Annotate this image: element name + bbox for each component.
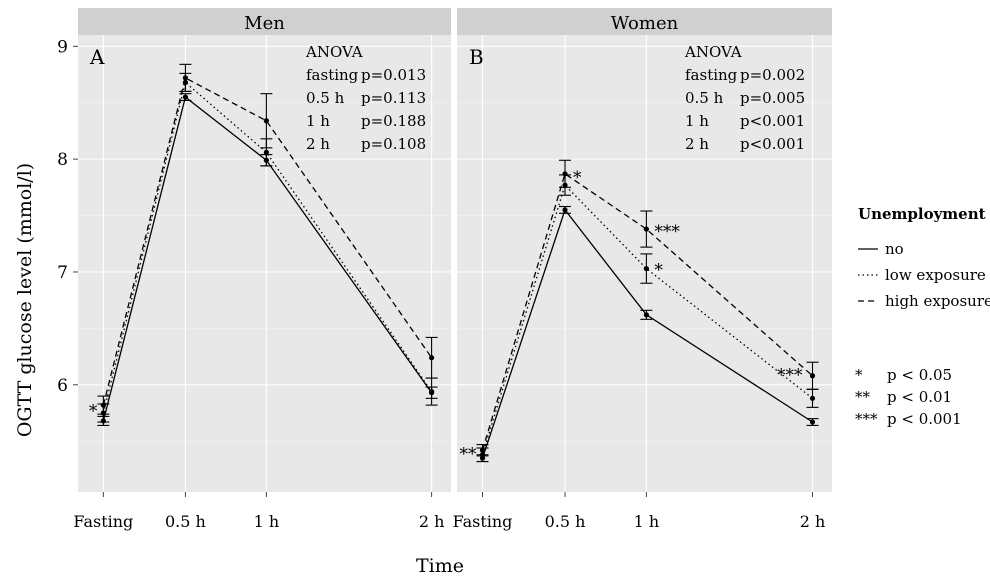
series-line-no (481, 208, 813, 459)
series-line-high-exposure (102, 76, 433, 406)
data-point (809, 373, 816, 379)
legend-title: Unemployment (858, 205, 986, 223)
x-tick-label: Fasting (73, 512, 133, 531)
legend-label: high exposure (885, 292, 990, 310)
y-tick-label: 7 (57, 263, 68, 283)
x-tick-label: 2 h (800, 512, 826, 531)
significance-marker: * (89, 402, 98, 422)
x-axis-title: Time (416, 555, 464, 577)
data-point (100, 402, 106, 408)
anova-row-value: p<0.001 (740, 112, 805, 130)
panel-letter: B (469, 45, 484, 69)
anova-row-label: 0.5 h (685, 89, 724, 107)
significance-symbol: * (855, 366, 863, 384)
x-tick-label: 1 h (254, 512, 280, 531)
x-tick-label: 2 h (419, 512, 445, 531)
x-tick-label: 0.5 h (165, 512, 206, 531)
anova-row-value: p=0.113 (361, 89, 426, 107)
x-axes: Fasting 0.5 h 1 h 2 h Fasting 0.5 h 1 h 2 h (73, 492, 825, 531)
y-tick-label: 8 (57, 150, 68, 170)
panel-background (457, 35, 832, 492)
x-tick-label: Fasting (453, 512, 513, 531)
significance-marker: *** (654, 222, 680, 242)
anova-row-label: 0.5 h (306, 89, 345, 107)
anova-title: ANOVA (305, 43, 363, 61)
data-point (263, 118, 269, 124)
significance-text: p < 0.05 (887, 366, 952, 384)
significance-legend: * p < 0.05 ** p < 0.01 *** p < 0.001 (855, 366, 962, 428)
x-tick-label: 1 h (634, 512, 660, 531)
data-point (643, 265, 649, 272)
anova-row-value: p=0.005 (740, 89, 805, 107)
anova-row-label: fasting (306, 66, 359, 84)
series-line-no (102, 95, 433, 422)
series-line-low-exposure (481, 183, 813, 455)
anova-row-value: p=0.013 (361, 66, 426, 84)
anova-row-label: 1 h (685, 112, 709, 130)
data-point (479, 447, 486, 453)
x-tick-label: 0.5 h (545, 512, 586, 531)
anova-row-label: fasting (685, 66, 738, 84)
data-point (562, 207, 568, 213)
significance-marker: * (654, 261, 663, 281)
strip-header (457, 8, 832, 35)
y-axis: 6 7 8 9 (57, 37, 78, 396)
anova-row-label: 2 h (306, 135, 330, 153)
data-point (809, 419, 816, 425)
y-axis-title: OGTT glucose level (mmol/l) (14, 163, 36, 437)
strip-label: Men (244, 13, 285, 34)
significance-marker: ** (460, 445, 478, 465)
legend-label: no (885, 240, 904, 258)
data-point (643, 226, 649, 232)
data-point (182, 94, 189, 100)
anova-row-value: p=0.002 (740, 66, 805, 84)
panel-letter: A (89, 45, 105, 69)
data-point (182, 75, 189, 81)
y-tick-label: 6 (57, 376, 68, 396)
data-point (809, 395, 816, 401)
strip-label: Women (611, 13, 679, 34)
y-tick-label: 9 (57, 37, 68, 57)
significance-symbol: ** (855, 388, 871, 406)
anova-title: ANOVA (684, 43, 742, 61)
anova-row-value: p=0.108 (361, 135, 426, 153)
data-point (429, 388, 435, 395)
significance-marker: *** (777, 366, 803, 386)
data-point (643, 312, 649, 318)
strip-header (78, 8, 451, 35)
data-point (562, 171, 568, 177)
significance-marker: * (573, 168, 582, 188)
panel-men: Men * A ANOVA fasting p=0.013 0.5 h p=0.113 1 h p… (78, 8, 451, 492)
significance-text: p < 0.001 (887, 410, 962, 428)
data-point (263, 149, 269, 155)
significance-symbol: *** (855, 410, 878, 428)
legend-label: low exposure (885, 266, 986, 284)
legend: Unemployment no low exposure high exposure (858, 205, 990, 310)
anova-row-label: 2 h (685, 135, 709, 153)
anova-row-value: p<0.001 (740, 135, 805, 153)
significance-text: p < 0.01 (887, 388, 952, 406)
data-point (429, 355, 435, 361)
series-line-high-exposure (481, 172, 813, 451)
anova-row-value: p=0.188 (361, 112, 426, 130)
anova-row-label: 1 h (306, 112, 330, 130)
